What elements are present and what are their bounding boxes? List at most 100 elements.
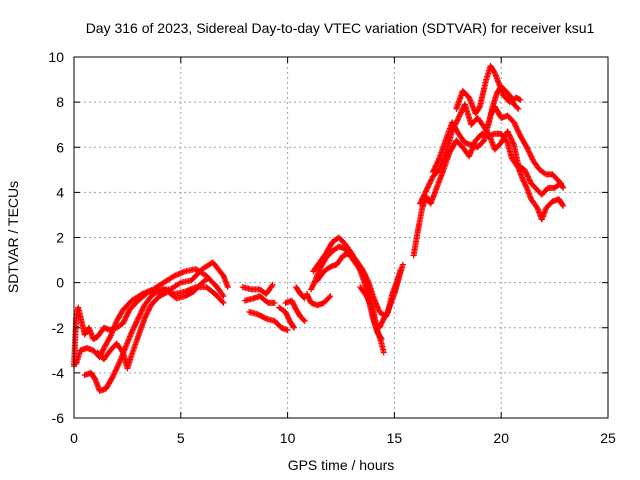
data-point <box>290 323 297 330</box>
data-point <box>559 201 566 208</box>
x-tick-label: 10 <box>280 430 296 446</box>
data-point <box>361 271 368 278</box>
data-point <box>220 299 227 306</box>
data-point <box>512 123 519 130</box>
data-point <box>507 135 514 142</box>
data-point <box>123 313 130 320</box>
data-point <box>418 196 425 203</box>
data-point <box>512 122 519 129</box>
data-point <box>145 306 152 313</box>
data-point <box>362 272 369 279</box>
data-point <box>114 363 121 370</box>
data-point <box>129 326 136 333</box>
data-point <box>510 140 517 147</box>
data-point <box>425 183 432 190</box>
data-point <box>205 275 212 282</box>
data-point <box>131 322 138 329</box>
data-point <box>110 373 117 380</box>
data-point <box>528 153 535 160</box>
data-point <box>377 334 384 341</box>
data-point <box>109 374 116 381</box>
data-point <box>421 191 428 198</box>
data-point <box>515 128 522 135</box>
data-point <box>508 136 515 143</box>
data-point <box>122 316 129 323</box>
data-point <box>139 306 146 313</box>
data-point <box>431 165 438 172</box>
data-point <box>433 160 440 167</box>
data-point <box>113 364 120 371</box>
y-tick-label: -6 <box>52 410 65 426</box>
data-point <box>433 162 440 169</box>
data-point <box>142 313 149 320</box>
data-point <box>526 149 533 156</box>
data-point <box>112 367 119 374</box>
y-tick-label: 0 <box>56 275 64 291</box>
data-point <box>528 155 535 162</box>
data-point <box>125 309 132 316</box>
data-point <box>505 131 512 138</box>
data-point <box>363 275 370 282</box>
data-point <box>360 268 367 275</box>
data-point <box>219 291 226 298</box>
chart-title: Day 316 of 2023, Sidereal Day-to-day VTE… <box>86 20 595 36</box>
data-point <box>434 159 441 166</box>
data-point <box>427 178 434 185</box>
data-point <box>131 323 138 330</box>
data-point <box>326 294 333 301</box>
x-tick-label: 25 <box>600 430 616 446</box>
data-point <box>430 167 437 174</box>
data-point <box>301 295 308 302</box>
data-point <box>454 116 461 123</box>
data-point <box>128 329 135 336</box>
y-axis-label: SDTVAR / TECUs <box>5 181 21 293</box>
data-point <box>365 278 372 285</box>
data-point <box>132 321 139 328</box>
data-point <box>526 176 533 183</box>
data-point <box>417 200 424 207</box>
data-point <box>509 139 516 146</box>
data-point <box>143 311 150 318</box>
data-point <box>284 327 291 334</box>
y-tick-label: -4 <box>52 365 65 381</box>
data-point <box>269 281 276 288</box>
data-point <box>560 184 567 191</box>
data-point <box>434 158 441 165</box>
data-point <box>136 313 143 320</box>
data-point <box>364 276 371 283</box>
data-point <box>176 280 183 287</box>
axis-ticks: 0 5 10 15 20 25 -6 -4 -2 0 2 4 6 8 10 <box>48 49 616 446</box>
y-tick-label: -2 <box>52 320 65 336</box>
data-point <box>135 315 142 322</box>
data-point <box>137 311 144 318</box>
data-point <box>523 170 530 177</box>
data-point <box>119 348 126 355</box>
data-point <box>504 128 511 135</box>
data-point <box>522 169 529 176</box>
data-point <box>511 120 518 127</box>
data-point <box>424 184 431 191</box>
x-tick-label: 0 <box>70 430 78 446</box>
data-point <box>420 193 427 200</box>
data-point <box>428 176 435 183</box>
data-point <box>455 114 462 121</box>
data-point <box>525 174 532 181</box>
data-point <box>146 304 153 311</box>
data-point <box>515 105 522 112</box>
data-point <box>426 181 433 188</box>
data-point <box>523 142 530 149</box>
data-point <box>380 349 387 356</box>
data-point <box>121 317 128 324</box>
x-tick-label: 15 <box>387 430 403 446</box>
data-point <box>454 117 461 124</box>
data-point <box>133 319 140 326</box>
data-point <box>522 168 529 175</box>
data-point <box>417 199 424 206</box>
data-point <box>456 112 463 119</box>
data-point <box>113 366 120 373</box>
data-point <box>524 172 531 179</box>
data-point <box>111 370 118 377</box>
y-tick-label: 6 <box>56 139 64 155</box>
